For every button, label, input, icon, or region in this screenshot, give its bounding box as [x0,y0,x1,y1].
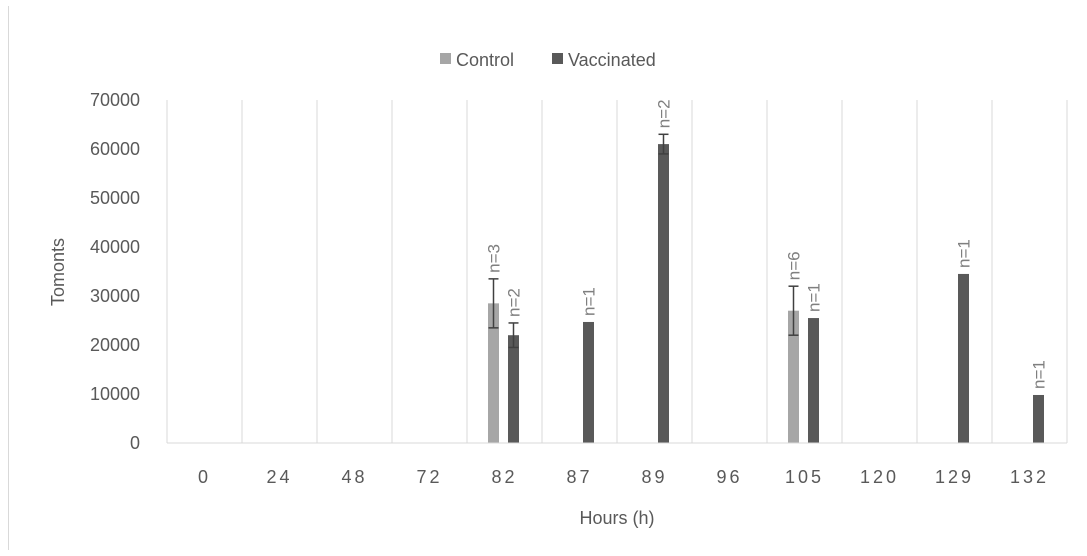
bar-vaccinated [583,321,594,443]
x-tick-label: 0 [198,467,211,487]
bar-vaccinated [958,273,969,443]
grid-lines [166,100,1068,443]
data-label: n=1 [1030,360,1049,389]
legend: Control Vaccinated [440,50,656,70]
x-tick-label: 120 [860,467,899,487]
x-tick-label: 24 [266,467,292,487]
bars: n=3 n=6 n=2 n=1 n=2 n=1 n=1 n=1 [485,99,1049,443]
x-axis: 0 24 48 72 82 87 89 96 105 120 129 132 [167,442,1067,487]
data-label: n=1 [955,239,974,268]
data-label: n=1 [580,287,599,316]
bar-vaccinated [808,318,819,443]
legend-label-control: Control [456,50,514,70]
data-label: n=1 [805,283,824,312]
bar-control [788,310,799,443]
bar-vaccinated [508,335,519,443]
x-tick-label: 105 [785,467,824,487]
x-tick-label: 87 [566,467,592,487]
x-tick-label: 89 [641,467,667,487]
x-tick-label: 72 [416,467,442,487]
y-tick-label: 40000 [90,237,140,257]
y-axis: 0 10000 20000 30000 40000 50000 60000 70000 [90,90,140,453]
y-tick-label: 70000 [90,90,140,110]
y-tick-label: 20000 [90,335,140,355]
y-tick-label: 50000 [90,188,140,208]
legend-swatch-vaccinated [552,53,563,64]
legend-label-vaccinated: Vaccinated [568,50,656,70]
x-tick-label: 132 [1010,467,1049,487]
x-tick-label: 82 [491,467,517,487]
y-tick-label: 60000 [90,139,140,159]
x-tick-label: 129 [935,467,974,487]
y-tick-label: 10000 [90,384,140,404]
bar-vaccinated [1033,394,1044,443]
x-axis-title: Hours (h) [579,508,654,528]
x-tick-label: 96 [716,467,742,487]
bar-control [488,303,499,443]
y-axis-title: Tomonts [48,238,68,306]
y-tick-label: 30000 [90,286,140,306]
data-label: n=6 [785,251,804,280]
chart-frame [8,6,1081,550]
data-label: n=2 [655,99,674,128]
data-label: n=2 [505,288,524,317]
x-tick-label: 48 [341,467,367,487]
legend-swatch-control [440,53,451,64]
bar-vaccinated [658,144,669,443]
data-label: n=3 [485,244,504,273]
y-tick-label: 0 [130,433,140,453]
